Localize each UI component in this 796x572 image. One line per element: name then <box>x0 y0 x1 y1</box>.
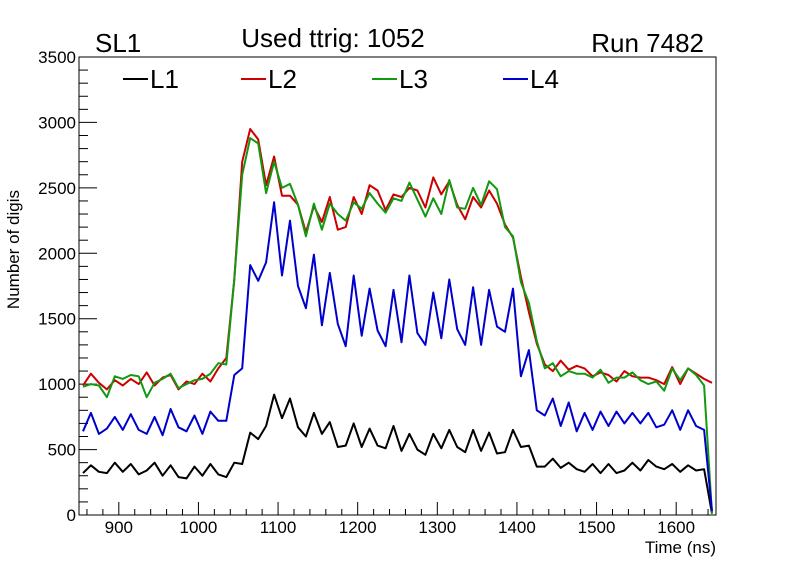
legend-label-l4: L4 <box>530 64 559 94</box>
series-line-l3 <box>82 137 713 514</box>
y-tick-label: 500 <box>48 441 76 460</box>
series-group <box>82 128 713 514</box>
axes: 900 1000 1100 1200 1300 1400 1500 1600 0 500 1000 1… <box>38 48 709 537</box>
legend-label-l3: L3 <box>399 64 428 94</box>
x-tick-label: 1500 <box>578 518 616 537</box>
y-tick-label: 1500 <box>38 310 76 329</box>
series-line-l4 <box>82 201 713 512</box>
x-tick-label: 1400 <box>498 518 536 537</box>
y-tick-label: 2500 <box>38 179 76 198</box>
header-left: SL1 <box>95 28 141 58</box>
series-line-l1 <box>82 393 713 514</box>
x-tick-label: 1100 <box>260 518 297 537</box>
header-right: Run 7482 <box>591 28 704 58</box>
y-tick-label: 3500 <box>38 48 76 67</box>
y-tick-label: 2000 <box>38 244 76 263</box>
y-axis-title: Number of digis <box>4 190 23 309</box>
x-tick-label: 1200 <box>339 518 377 537</box>
legend: L1 L2 L3 L4 <box>123 64 559 94</box>
y-tick-label: 3000 <box>38 113 76 132</box>
plot-frame <box>78 56 717 516</box>
y-tick-label: 0 <box>67 506 76 525</box>
x-tick-label: 1000 <box>180 518 218 537</box>
header-center: Used ttrig: 1052 <box>241 23 425 53</box>
series-line-l2 <box>82 128 713 391</box>
x-axis-title: Time (ns) <box>645 538 716 557</box>
y-tick-label: 1000 <box>38 375 76 394</box>
x-tick-label: 900 <box>105 518 133 537</box>
legend-label-l2: L2 <box>268 64 297 94</box>
x-tick-label: 1600 <box>657 518 695 537</box>
x-tick-label: 1300 <box>418 518 456 537</box>
legend-label-l1: L1 <box>150 64 179 94</box>
